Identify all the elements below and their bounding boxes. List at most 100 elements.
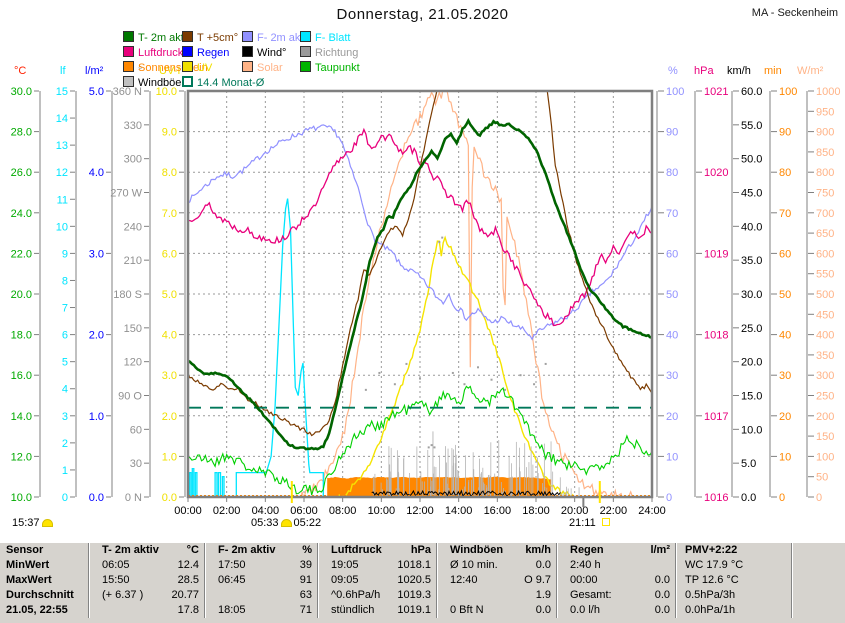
svg-text:5: 5 (62, 357, 68, 369)
svg-text:50.0: 50.0 (741, 154, 762, 166)
axis-uv: 10.0 9.0 8.0 7.0 6.0 5.0 4.0 3.0 2.0 1.0 0.0 UV-I (156, 65, 186, 504)
svg-text:W/m²: W/m² (797, 65, 824, 77)
legend-item-richtung[interactable]: Richtung (300, 46, 359, 59)
legend-color-box (182, 31, 193, 42)
legend-label: Taupunkt (315, 62, 360, 74)
legend-label: F- Blatt (315, 32, 351, 44)
svg-text:45.0: 45.0 (741, 188, 762, 200)
svg-text:30.0: 30.0 (11, 86, 32, 98)
svg-text:360 N: 360 N (113, 86, 142, 98)
table-cell: 63 (204, 588, 317, 603)
table-cell: stündlich 1019.1 (317, 603, 436, 618)
svg-text:0 N: 0 N (125, 492, 142, 504)
legend-label: Sonnenschein (138, 62, 208, 74)
sunrise-time-b: 05:22 (293, 517, 322, 529)
svg-text:22:00: 22:00 (600, 505, 628, 517)
legend-item-wind-[interactable]: Wind° (242, 46, 286, 59)
chart-plot-area[interactable]: 30.028.026.024.022.020.018.016.014.012.0… (0, 0, 845, 543)
series-uv (338, 235, 575, 497)
table-header-col: T- 2m aktiv °C (88, 543, 204, 558)
axis-hpa: 1021 1020 1019 1018 1017 1016 hPa (694, 65, 728, 504)
svg-text:°: ° (138, 65, 142, 77)
svg-text:06:00: 06:00 (290, 505, 318, 517)
svg-text:4.0: 4.0 (162, 330, 177, 342)
table-cell: 00:00 0.0 (556, 573, 675, 588)
svg-text:1000: 1000 (816, 86, 840, 98)
svg-text:60.0: 60.0 (741, 86, 762, 98)
svg-text:1: 1 (62, 465, 68, 477)
table-cell-pmv: TP 12.6 °C (675, 573, 791, 588)
svg-text:5.0: 5.0 (89, 86, 104, 98)
svg-text:650: 650 (816, 228, 834, 240)
svg-text:100: 100 (779, 86, 797, 98)
svg-text:4.0: 4.0 (89, 167, 104, 179)
table-cell: 19:05 1018.1 (317, 558, 436, 573)
legend-label: T +5cm° (197, 32, 239, 44)
svg-text:24:00: 24:00 (638, 505, 666, 517)
svg-text:16.0: 16.0 (11, 370, 32, 382)
legend-color-box (182, 46, 193, 57)
legend-color-box (123, 31, 134, 42)
svg-text:km/h: km/h (727, 65, 751, 77)
svg-text:12:00: 12:00 (406, 505, 434, 517)
legend-item-uv[interactable]: UV (182, 61, 212, 74)
svg-text:14.0: 14.0 (11, 411, 32, 423)
svg-text:1.0: 1.0 (162, 451, 177, 463)
svg-text:08:00: 08:00 (329, 505, 357, 517)
svg-text:40.0: 40.0 (741, 221, 762, 233)
legend-item-solar[interactable]: Solar (242, 61, 283, 74)
table-cell: 06:05 12.4 (88, 558, 204, 573)
legend-item-luftdruck[interactable]: Luftdruck (123, 46, 183, 59)
legend-color-box (182, 76, 193, 87)
legend-item-sonnenschein[interactable]: Sonnenschein (123, 61, 208, 74)
legend-color-box (182, 61, 193, 72)
axis-dir: 360 N 330 300 270 W 240 210 180 S 150 120 90 O 60 3… (110, 65, 151, 504)
table-header-filler (791, 543, 845, 558)
legend-item-regen[interactable]: Regen (182, 46, 229, 59)
svg-text:10: 10 (56, 221, 68, 233)
series-layer (188, 91, 652, 497)
svg-text:10: 10 (666, 451, 678, 463)
axis-wm2: 1000950900850800750700650600550500450400… (797, 65, 840, 504)
svg-text:°C: °C (14, 65, 26, 77)
svg-text:2: 2 (62, 438, 68, 450)
legend-label: Windböen (138, 77, 188, 89)
svg-text:400: 400 (816, 330, 834, 342)
svg-text:10.0: 10.0 (741, 424, 762, 436)
svg-text:22.0: 22.0 (11, 248, 32, 260)
svg-text:10:00: 10:00 (368, 505, 396, 517)
legend-item-t-2m-aktiv[interactable]: T- 2m aktiv (123, 31, 192, 44)
legend-color-box (242, 46, 253, 57)
legend-label: T- 2m aktiv (138, 32, 192, 44)
legend-item-f-blatt[interactable]: F- Blatt (300, 31, 351, 44)
svg-text:0.0: 0.0 (89, 492, 104, 504)
sunset-square-icon (601, 518, 610, 526)
svg-text:40: 40 (779, 330, 791, 342)
svg-text:50: 50 (666, 289, 678, 301)
table-cell-filler (791, 588, 845, 603)
legend-label: Richtung (315, 47, 359, 59)
table-cell: ^0.6hPa/h 1019.3 (317, 588, 436, 603)
legend-item-f-2m-aktiv[interactable]: F- 2m aktiv (242, 31, 311, 44)
svg-text:lf: lf (60, 65, 66, 77)
legend-item-14-4-monat-[interactable]: 14.4 Monat-Ø (182, 76, 264, 89)
svg-text:9: 9 (62, 248, 68, 260)
svg-text:900: 900 (816, 127, 834, 139)
svg-text:150: 150 (124, 323, 142, 335)
svg-text:90 O: 90 O (118, 391, 142, 403)
legend-item-taupunkt[interactable]: Taupunkt (300, 61, 360, 74)
svg-text:270 W: 270 W (110, 188, 142, 200)
legend-item-windb-en[interactable]: Windböen (123, 76, 188, 89)
svg-text:1017: 1017 (704, 411, 728, 423)
page-title: Donnerstag, 21.05.2020 (336, 6, 509, 23)
svg-text:20.0: 20.0 (11, 289, 32, 301)
sun-icon (41, 519, 53, 527)
legend-item-t-5cm-[interactable]: T +5cm° (182, 31, 239, 44)
table-row-label: MinWert (6, 559, 50, 571)
svg-text:10.0: 10.0 (11, 492, 32, 504)
current-time-row: 15:37 (12, 517, 55, 530)
svg-text:0.0: 0.0 (741, 492, 756, 504)
svg-text:3.0: 3.0 (89, 248, 104, 260)
